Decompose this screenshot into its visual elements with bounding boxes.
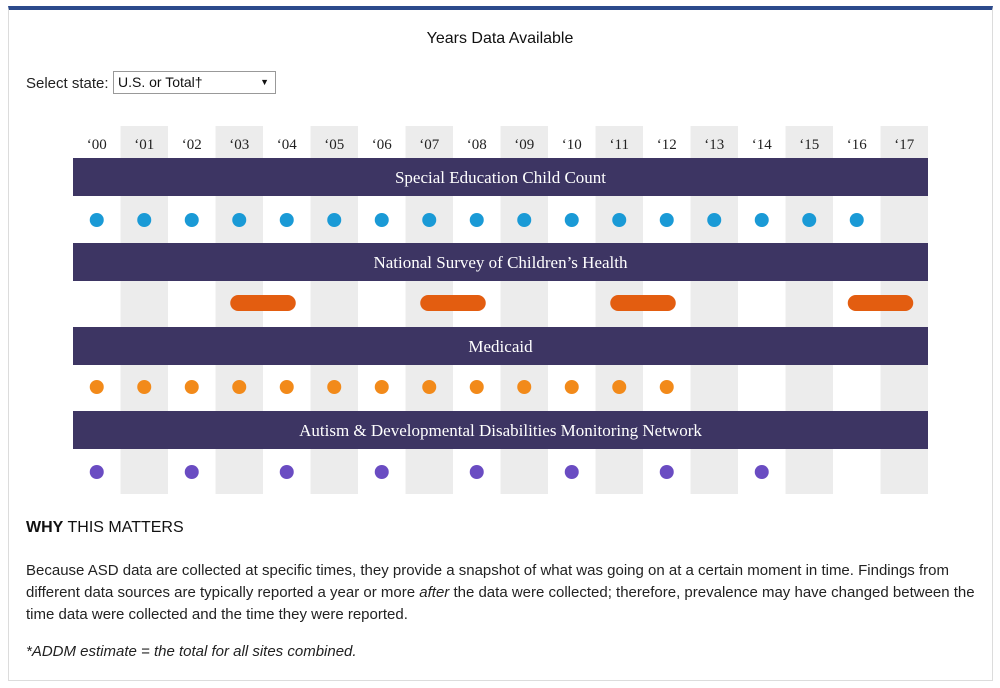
data-dot <box>564 380 579 394</box>
data-dot <box>422 380 437 394</box>
year-tick-label: ‘09 <box>514 137 534 153</box>
data-dot <box>612 213 627 227</box>
data-dot <box>279 213 294 227</box>
data-dot <box>89 380 104 394</box>
data-range-pill <box>230 295 296 311</box>
year-tick-label: ‘08 <box>467 137 487 153</box>
data-dot <box>374 465 389 479</box>
source-band <box>73 158 928 196</box>
data-range-pill <box>420 295 486 311</box>
data-dot <box>327 213 342 227</box>
data-dot <box>754 465 769 479</box>
source-band <box>73 411 928 449</box>
data-dot <box>327 380 342 394</box>
year-tick-label: ‘07 <box>419 137 439 153</box>
data-range-pill <box>610 295 676 311</box>
data-dot <box>612 380 627 394</box>
year-tick-label: ‘00 <box>87 137 107 153</box>
why-heading-bold: WHY <box>26 519 64 536</box>
why-heading-rest: THIS MATTERS <box>63 519 184 536</box>
data-dot <box>517 380 532 394</box>
source-band-label: Medicaid <box>468 337 533 356</box>
data-dot <box>469 465 484 479</box>
year-tick-label: ‘13 <box>704 137 724 153</box>
data-dot <box>564 213 579 227</box>
year-tick-label: ‘03 <box>229 137 249 153</box>
data-dot <box>374 380 389 394</box>
year-tick-label: ‘01 <box>134 137 154 153</box>
source-band-label: Autism & Developmental Disabilities Moni… <box>299 421 702 440</box>
data-dot <box>659 213 674 227</box>
chevron-down-icon: ▼ <box>260 77 269 87</box>
addm-footnote: *ADDM estimate = the total for all sites… <box>26 643 357 660</box>
data-dot <box>659 380 674 394</box>
year-tick-label: ‘17 <box>894 137 914 153</box>
page-title: Years Data Available <box>426 30 574 47</box>
year-tick-label: ‘15 <box>799 137 819 153</box>
data-dot <box>232 380 247 394</box>
data-dot <box>802 213 817 227</box>
why-heading: WHY THIS MATTERS <box>26 519 184 537</box>
data-dot <box>469 380 484 394</box>
data-dot <box>89 465 104 479</box>
source-bands: Special Education Child Count National Su… <box>73 158 928 449</box>
year-tick-label: ‘06 <box>372 137 392 153</box>
year-tick-label: ‘04 <box>277 137 297 153</box>
data-dot <box>279 380 294 394</box>
data-dot <box>707 213 722 227</box>
data-dot <box>754 213 769 227</box>
data-dot <box>137 380 152 394</box>
year-ticks: ‘00 ‘01 ‘02 ‘03 ‘04 ‘05 ‘06 ‘07 ‘08 ‘09 ‘10 ‘11 ‘12 ‘… <box>87 137 915 153</box>
state-select[interactable]: U.S. or Total† ▼ <box>113 71 276 94</box>
year-tick-label: ‘05 <box>324 137 344 153</box>
data-dot <box>659 465 674 479</box>
source-band <box>73 327 928 365</box>
source-band <box>73 243 928 281</box>
year-tick-label: ‘11 <box>610 137 629 153</box>
para-after: the data were collected; therefore, prev… <box>26 584 975 623</box>
why-paragraph: Because ASD data are collected at specif… <box>26 560 981 626</box>
source-band-label: Special Education Child Count <box>395 168 606 187</box>
data-dot <box>279 465 294 479</box>
state-select-label: Select state: <box>26 75 109 92</box>
data-dot <box>184 465 199 479</box>
data-dot <box>564 465 579 479</box>
data-dot <box>89 213 104 227</box>
data-dot <box>849 213 864 227</box>
data-dot <box>422 213 437 227</box>
para-emph: after <box>419 584 450 601</box>
data-dot <box>469 213 484 227</box>
years-chart: ‘00 ‘01 ‘02 ‘03 ‘04 ‘05 ‘06 ‘07 ‘08 ‘09 ‘10 ‘11 ‘12 ‘… <box>73 126 928 494</box>
data-dot <box>184 213 199 227</box>
data-dot <box>137 213 152 227</box>
source-band-label: National Survey of Children’s Health <box>373 253 628 272</box>
year-tick-label: ‘14 <box>752 137 772 153</box>
para-before: Because ASD data are collected at specif… <box>26 562 949 601</box>
state-select-value: U.S. or Total† <box>118 74 203 90</box>
data-marks <box>89 213 914 479</box>
year-tick-label: ‘10 <box>562 137 582 153</box>
data-dot <box>232 213 247 227</box>
year-tick-label: ‘12 <box>657 137 677 153</box>
data-dot <box>517 213 532 227</box>
data-dot <box>184 380 199 394</box>
year-tick-label: ‘16 <box>847 137 867 153</box>
data-range-pill <box>847 295 914 311</box>
data-dot <box>374 213 389 227</box>
year-tick-label: ‘02 <box>182 137 202 153</box>
